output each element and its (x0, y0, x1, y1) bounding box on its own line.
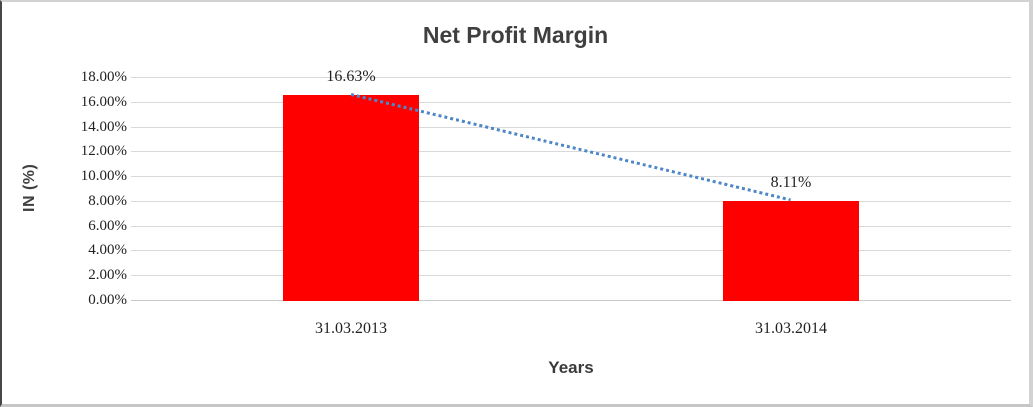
trendline-layer (131, 78, 1011, 301)
gridline (131, 200, 1011, 202)
y-tick-label: 8.00% (88, 192, 127, 209)
gridline (131, 225, 1011, 227)
trendline (350, 93, 792, 202)
gridline (131, 250, 1011, 252)
gridline (131, 77, 1011, 78)
x-axis-title: Years (548, 358, 594, 377)
gridline (131, 300, 1011, 301)
bars-layer (131, 78, 1011, 301)
y-tick-label: 0.00% (88, 292, 127, 308)
y-tick-label: 12.00% (80, 143, 127, 160)
gridline (131, 126, 1011, 128)
gridline (131, 176, 1011, 178)
gridlines-layer (131, 77, 1011, 301)
gridline (131, 151, 1011, 153)
chart-title: Net Profit Margin (422, 22, 609, 48)
bar (723, 200, 859, 301)
y-tick-label: 2.00% (88, 267, 127, 284)
y-tick-label: 16.00% (80, 93, 127, 110)
gridline (131, 275, 1011, 277)
plot-area (131, 77, 1011, 301)
y-tick-label: 4.00% (88, 242, 127, 259)
category-label: 31.03.2014 (755, 320, 827, 337)
y-tick-label: 18.00% (80, 69, 127, 85)
y-tick-label: 10.00% (80, 168, 127, 185)
category-label: 31.03.2013 (315, 320, 387, 337)
y-axis-title: IN (%) (21, 163, 38, 212)
y-tick-label: 6.00% (88, 217, 127, 234)
y-tick-label: 14.00% (80, 118, 127, 135)
gridline (131, 101, 1011, 103)
bar (283, 94, 419, 301)
